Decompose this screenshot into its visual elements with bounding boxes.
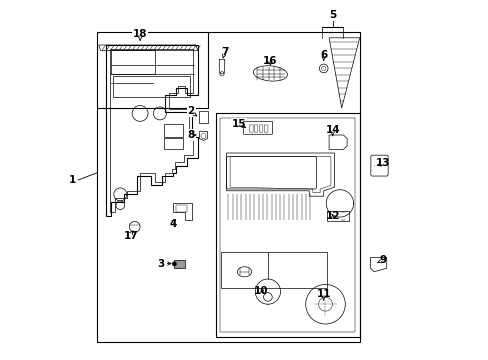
Text: 14: 14 — [325, 125, 339, 135]
Text: 10: 10 — [253, 286, 267, 296]
Text: 11: 11 — [316, 289, 330, 300]
Text: 13: 13 — [375, 158, 389, 168]
Text: 5: 5 — [328, 10, 336, 20]
Text: 2: 2 — [187, 106, 194, 116]
Text: 18: 18 — [133, 29, 147, 39]
Text: 17: 17 — [123, 231, 138, 241]
FancyBboxPatch shape — [97, 32, 359, 342]
Text: 3: 3 — [157, 258, 164, 269]
Circle shape — [172, 262, 176, 266]
Text: 1: 1 — [69, 175, 76, 185]
Text: 9: 9 — [379, 255, 386, 265]
FancyBboxPatch shape — [174, 260, 185, 268]
Text: 8: 8 — [187, 130, 194, 140]
Text: 7: 7 — [221, 47, 228, 57]
Text: 15: 15 — [231, 119, 246, 129]
Text: 4: 4 — [169, 219, 177, 229]
Text: 6: 6 — [320, 50, 326, 60]
Text: 16: 16 — [263, 56, 277, 66]
Text: 12: 12 — [325, 211, 339, 221]
